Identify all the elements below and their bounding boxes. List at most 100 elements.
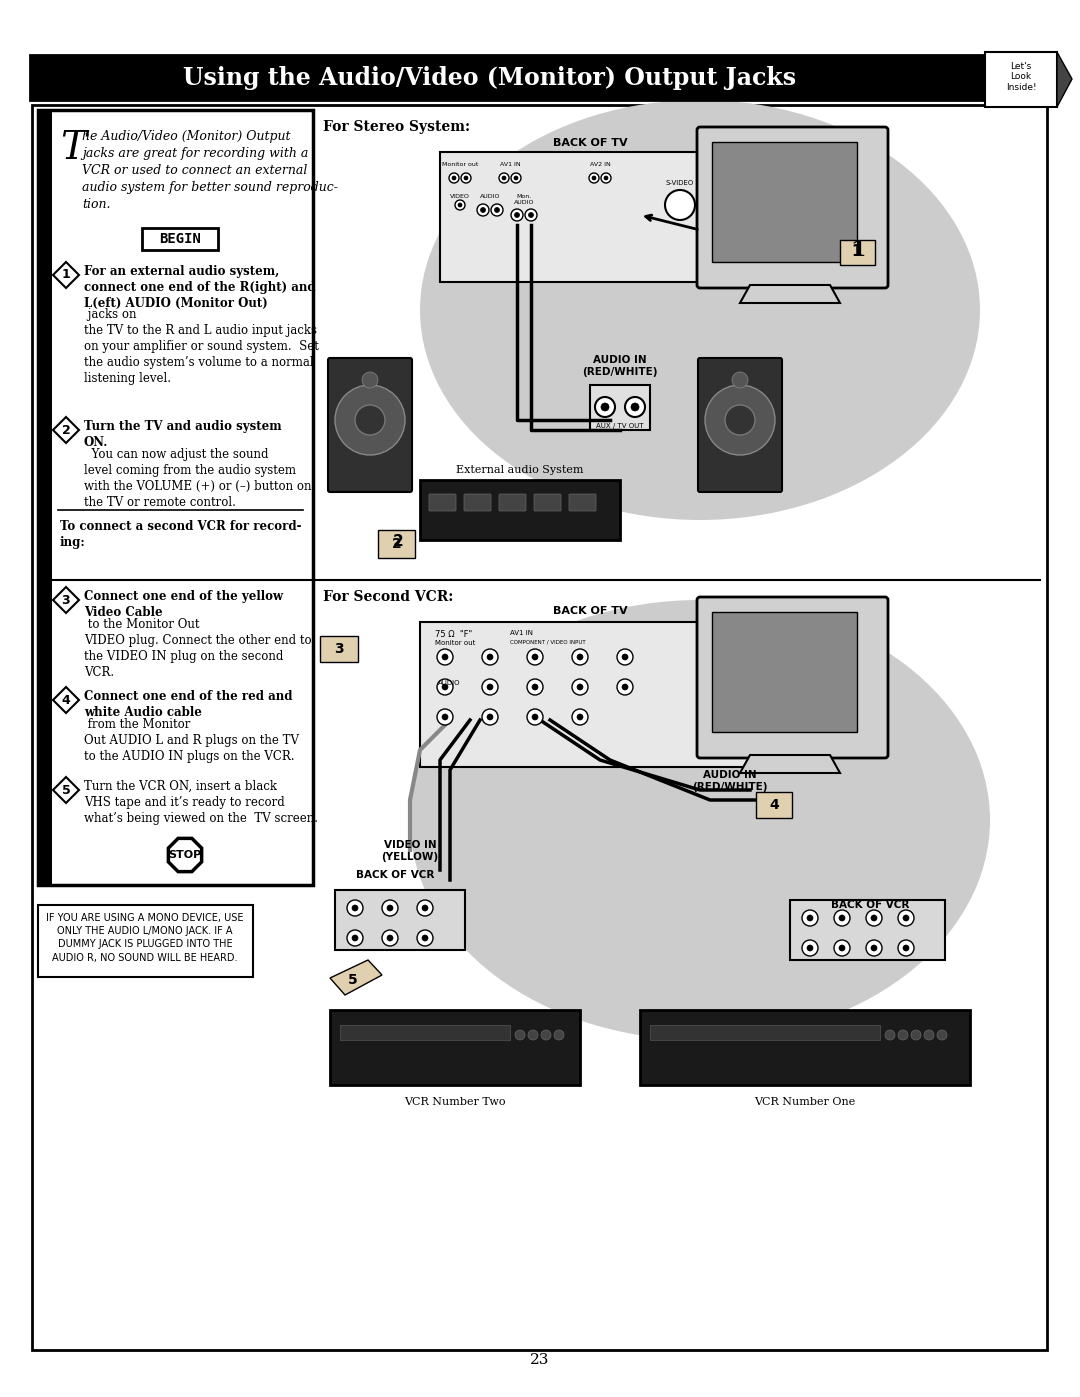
FancyBboxPatch shape [330, 1010, 580, 1085]
Circle shape [437, 650, 453, 665]
FancyBboxPatch shape [141, 228, 218, 250]
Circle shape [897, 909, 914, 926]
Circle shape [532, 685, 538, 690]
Circle shape [511, 210, 523, 221]
Circle shape [617, 679, 633, 694]
Text: Monitor out: Monitor out [442, 162, 478, 168]
Text: 1: 1 [852, 244, 862, 260]
Text: BEGIN: BEGIN [159, 232, 201, 246]
Circle shape [589, 173, 599, 183]
Circle shape [382, 930, 399, 946]
Circle shape [622, 685, 627, 690]
FancyBboxPatch shape [32, 105, 1047, 1350]
Circle shape [352, 935, 357, 942]
Circle shape [335, 386, 405, 455]
Circle shape [705, 386, 775, 455]
Circle shape [903, 944, 909, 951]
Circle shape [622, 654, 627, 659]
Polygon shape [740, 754, 840, 773]
Text: 4: 4 [769, 798, 779, 812]
Text: Turn the VCR ON, insert a black
VHS tape and it’s ready to record
what’s being v: Turn the VCR ON, insert a black VHS tape… [84, 780, 318, 826]
Circle shape [417, 900, 433, 916]
Circle shape [382, 900, 399, 916]
Text: Let's
Look
Inside!: Let's Look Inside! [1005, 61, 1037, 92]
Circle shape [725, 405, 755, 434]
FancyBboxPatch shape [985, 52, 1057, 108]
Text: For Second VCR:: For Second VCR: [323, 590, 454, 604]
Polygon shape [320, 636, 357, 662]
Circle shape [437, 710, 453, 725]
Circle shape [514, 212, 519, 218]
FancyBboxPatch shape [697, 127, 888, 288]
Text: COMPONENT / VIDEO INPUT: COMPONENT / VIDEO INPUT [510, 640, 585, 645]
Text: To connect a second VCR for record-
ing:: To connect a second VCR for record- ing: [60, 520, 301, 549]
FancyBboxPatch shape [789, 900, 945, 960]
Circle shape [422, 905, 428, 911]
Circle shape [481, 208, 486, 212]
Circle shape [347, 900, 363, 916]
Text: AV1 IN: AV1 IN [500, 162, 521, 168]
FancyBboxPatch shape [499, 495, 526, 511]
FancyBboxPatch shape [328, 358, 411, 492]
Polygon shape [168, 838, 202, 872]
Circle shape [515, 1030, 525, 1039]
Circle shape [600, 173, 611, 183]
Circle shape [870, 915, 877, 921]
Circle shape [572, 679, 588, 694]
FancyBboxPatch shape [420, 481, 620, 541]
FancyBboxPatch shape [429, 495, 456, 511]
Text: Mon.: Mon. [516, 194, 531, 198]
Circle shape [897, 940, 914, 956]
Text: 1: 1 [62, 268, 70, 282]
Circle shape [487, 714, 492, 719]
Text: 4: 4 [62, 693, 70, 707]
Circle shape [839, 915, 845, 921]
Circle shape [455, 200, 465, 210]
Text: S-VIDEO: S-VIDEO [666, 180, 694, 186]
Text: Connect one end of the yellow
Video Cable: Connect one end of the yellow Video Cabl… [84, 590, 283, 619]
Text: AV2 IN: AV2 IN [590, 162, 610, 168]
Circle shape [387, 935, 393, 942]
Ellipse shape [410, 599, 990, 1039]
Circle shape [834, 909, 850, 926]
Text: 5: 5 [348, 972, 357, 988]
Circle shape [527, 679, 543, 694]
Polygon shape [1057, 52, 1072, 108]
Text: Connect one end of the red and
white Audio cable: Connect one end of the red and white Aud… [84, 690, 293, 719]
Text: BACK OF TV: BACK OF TV [553, 606, 627, 616]
Circle shape [355, 405, 384, 434]
Circle shape [834, 940, 850, 956]
Circle shape [732, 372, 748, 388]
Text: 2: 2 [393, 535, 403, 549]
Text: 3: 3 [62, 594, 70, 606]
Circle shape [442, 685, 448, 690]
Circle shape [604, 176, 608, 180]
Circle shape [572, 650, 588, 665]
Circle shape [453, 176, 456, 180]
Text: AUDIO: AUDIO [438, 680, 460, 686]
FancyBboxPatch shape [712, 612, 858, 732]
Text: VIDEO IN
(YELLOW): VIDEO IN (YELLOW) [381, 840, 438, 862]
FancyBboxPatch shape [569, 495, 596, 511]
Circle shape [442, 654, 448, 659]
Circle shape [577, 714, 583, 719]
Circle shape [592, 176, 596, 180]
Circle shape [347, 930, 363, 946]
Text: from the Monitor
Out AUDIO L and R plugs on the TV
to the AUDIO IN plugs on the : from the Monitor Out AUDIO L and R plugs… [84, 718, 299, 763]
Polygon shape [756, 792, 792, 819]
Circle shape [514, 176, 518, 180]
Circle shape [866, 940, 882, 956]
Polygon shape [53, 687, 79, 712]
Circle shape [577, 685, 583, 690]
Text: AUDIO IN
(RED/WHITE): AUDIO IN (RED/WHITE) [692, 770, 768, 792]
Text: VCR Number One: VCR Number One [754, 1097, 855, 1106]
FancyBboxPatch shape [340, 1025, 510, 1039]
Circle shape [495, 208, 499, 212]
Circle shape [903, 915, 909, 921]
Text: VCR Number Two: VCR Number Two [404, 1097, 505, 1106]
FancyBboxPatch shape [650, 1025, 880, 1039]
Circle shape [525, 210, 537, 221]
Circle shape [482, 679, 498, 694]
Circle shape [491, 204, 503, 217]
Circle shape [511, 173, 521, 183]
